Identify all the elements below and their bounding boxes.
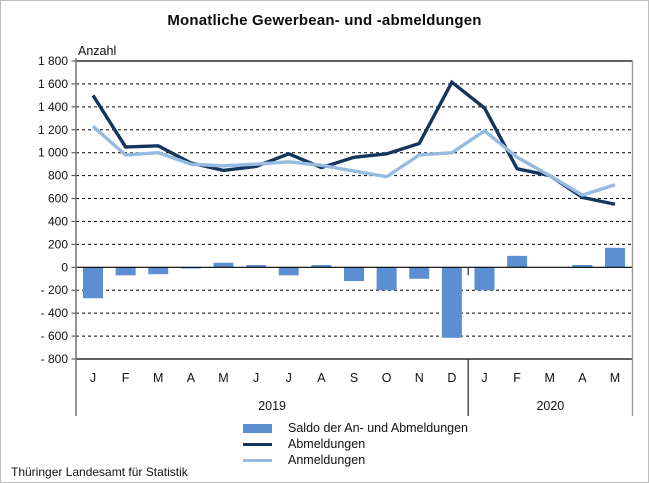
month-label: J xyxy=(90,371,96,385)
month-label: J xyxy=(253,371,259,385)
month-label: S xyxy=(350,371,358,385)
month-label: M xyxy=(153,371,163,385)
legend-item-anmeldungen: Anmeldungen xyxy=(243,453,468,467)
legend-item-abmeldungen: Abmeldungen xyxy=(243,437,468,451)
saldo-bar xyxy=(474,267,495,291)
month-label: J xyxy=(286,371,292,385)
ytick-label: 400 xyxy=(48,214,68,228)
month-label: M xyxy=(610,371,620,385)
year-label-2020: 2020 xyxy=(536,399,564,413)
saldo-bar xyxy=(148,267,169,275)
saldo-bar xyxy=(213,262,234,268)
saldo-bar xyxy=(311,265,332,268)
saldo-bar xyxy=(572,265,593,268)
legend: Saldo der An- und Abmeldungen Abmeldunge… xyxy=(243,421,468,467)
ytick-label: - 600 xyxy=(41,329,69,343)
month-label: A xyxy=(578,371,587,385)
ytick-label: 0 xyxy=(61,260,68,274)
ytick-label: - 200 xyxy=(41,283,69,297)
saldo-bar xyxy=(605,247,625,268)
month-label: D xyxy=(447,371,456,385)
month-label: A xyxy=(317,371,326,385)
anmeldungen-line-swatch xyxy=(243,458,272,462)
month-label: J xyxy=(481,371,487,385)
ytick-label: 200 xyxy=(48,237,68,251)
ytick-label: 1 200 xyxy=(38,123,68,137)
ytick-label: 1 600 xyxy=(38,77,68,91)
year-label-2019: 2019 xyxy=(258,399,286,413)
legend-label-abmeldungen: Abmeldungen xyxy=(288,437,366,451)
month-label: A xyxy=(187,371,196,385)
saldo-bar xyxy=(344,267,364,282)
abmeldungen-line xyxy=(91,79,616,206)
month-label: M xyxy=(218,371,228,385)
saldo-bar-swatch xyxy=(243,423,272,433)
anmeldungen-line xyxy=(91,125,616,197)
month-label: N xyxy=(415,371,424,385)
ytick-label: 600 xyxy=(48,192,68,206)
saldo-bar xyxy=(115,267,136,276)
chart-title: Monatliche Gewerbean- und -abmeldungen xyxy=(167,12,482,29)
legend-item-saldo: Saldo der An- und Abmeldungen xyxy=(243,421,468,435)
month-label: F xyxy=(513,371,521,385)
ytick-label: - 800 xyxy=(41,352,69,366)
month-label: M xyxy=(545,371,555,385)
saldo-bar xyxy=(278,267,299,276)
y-axis-title: Anzahl xyxy=(78,44,117,58)
legend-label-anmeldungen: Anmeldungen xyxy=(288,453,366,467)
saldo-bar xyxy=(441,267,462,338)
month-label: O xyxy=(382,371,392,385)
abmeldungen-line-swatch xyxy=(243,442,272,446)
saldo-bar xyxy=(83,267,103,299)
ytick-label: 1 800 xyxy=(38,54,68,68)
ytick-label: 800 xyxy=(48,169,68,183)
saldo-bar xyxy=(376,267,397,291)
saldo-bar xyxy=(246,265,267,268)
legend-label-saldo: Saldo der An- und Abmeldungen xyxy=(288,421,468,435)
ytick-label: 1 000 xyxy=(38,146,68,160)
month-label: F xyxy=(122,371,130,385)
source-credit: Thüringer Landesamt für Statistik xyxy=(11,465,188,479)
ytick-label: 1 400 xyxy=(38,100,68,114)
saldo-bar xyxy=(507,255,528,268)
ytick-label: - 400 xyxy=(41,306,69,320)
saldo-bar xyxy=(409,267,430,279)
